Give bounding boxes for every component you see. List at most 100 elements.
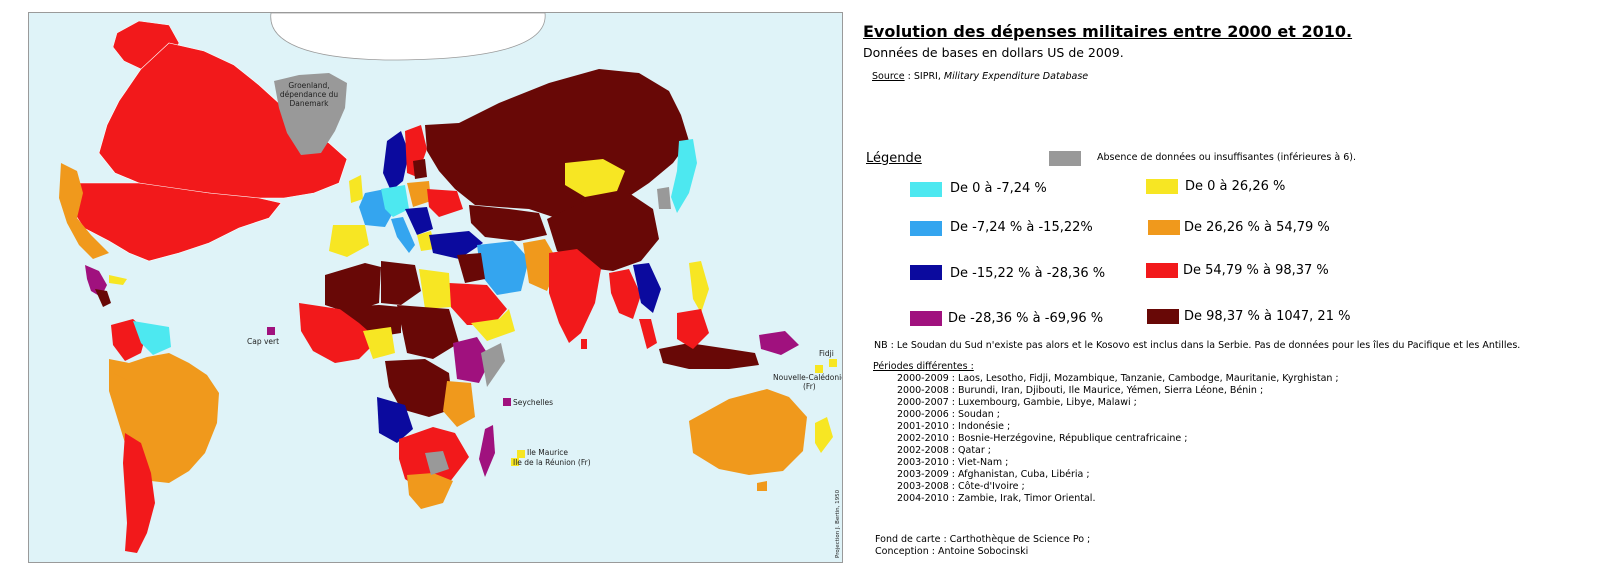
list-item: 2003-2010 : Viet-Nam ; (897, 457, 1009, 468)
country-germany (381, 185, 409, 217)
country-australia (689, 389, 807, 475)
source-separator: : SIPRI, (904, 71, 944, 82)
island-maurice (517, 450, 525, 458)
label-seychelles: Seychelles (513, 398, 553, 407)
legend-swatch-2 (910, 265, 942, 280)
country-india (549, 249, 601, 343)
legend-title: Légende (866, 151, 922, 166)
world-map: Groenland, dépendance du Danemark Cap ve… (28, 12, 843, 563)
country-peru (113, 373, 129, 413)
label-reunion: Ile de la Réunion (Fr) (513, 458, 591, 467)
country-egypt (419, 269, 451, 309)
legend-swatch-0 (910, 182, 942, 197)
credits-author: Conception : Antoine Sobocinski (875, 545, 1029, 557)
legend-label-2: De -15,22 % à -28,36 % (950, 266, 1106, 281)
label-nc-1: Nouvelle-Calédonie (773, 373, 843, 382)
country-baltics (413, 159, 427, 179)
caribbean (109, 275, 127, 285)
list-item: 2004-2010 : Zambie, Irak, Timor Oriental… (897, 493, 1096, 504)
central-america-2 (95, 289, 111, 307)
island-cap-vert (267, 327, 275, 335)
label-greenland-3: Danemark (289, 99, 329, 108)
page-title: Evolution des dépenses militaires entre … (863, 22, 1353, 41)
country-borneo (677, 309, 709, 349)
country-chad-sudan (397, 305, 459, 359)
list-item: 2000-2009 : Laos, Lesotho, Fidji, Mozamb… (897, 373, 1339, 384)
country-ukraine (427, 189, 463, 217)
label-nc-2: (Fr) (803, 382, 816, 391)
label-projection: Projection J. Bertin, 1950 (835, 489, 841, 558)
country-greenland (274, 73, 347, 155)
country-scandinavia (383, 131, 409, 191)
legend-swatch-5 (1148, 220, 1180, 235)
country-turkey (429, 231, 483, 259)
island-reunion (511, 458, 519, 466)
country-usa (68, 182, 282, 262)
legend-label-6: De 54,79 % à 98,37 % (1183, 263, 1329, 278)
country-mexico (59, 163, 109, 259)
legend-swatch-3 (910, 311, 942, 326)
source-label: Source (872, 71, 905, 82)
central-america (85, 265, 107, 297)
country-south-africa (407, 473, 453, 509)
country-central-africa (385, 359, 453, 417)
country-mongolia (565, 159, 625, 197)
country-png (759, 331, 799, 355)
legend-label-0: De 0 à -7,24 % (950, 181, 1047, 196)
label-greenland-2: dépendance du (280, 90, 338, 99)
country-tasmania (757, 481, 767, 491)
country-iraq-syria (457, 253, 485, 283)
country-korea (657, 187, 671, 209)
country-ethiopia (453, 337, 491, 383)
country-malaysia (639, 319, 657, 349)
polar-cutout (270, 13, 546, 61)
country-angola (377, 397, 413, 443)
country-botswana (425, 451, 449, 475)
legend-swatch-6 (1146, 263, 1178, 278)
legend-swatch-7 (1147, 309, 1179, 324)
legend-swatch-4 (1146, 179, 1178, 194)
country-guyanas (133, 321, 171, 355)
country-madagascar (479, 425, 495, 477)
country-kazakhstan (469, 205, 547, 241)
island-fidji (815, 365, 823, 373)
list-item: 2000-2006 : Soudan ; (897, 409, 1000, 420)
nb-note: NB : Le Soudan du Sud n'existe pas alors… (874, 340, 1521, 351)
legend-label-3: De -28,36 % à -69,96 % (948, 311, 1104, 326)
world-map-svg: Groenland, dépendance du Danemark Cap ve… (29, 13, 843, 562)
country-iran (477, 241, 529, 295)
country-philippines (689, 261, 709, 313)
island-nouvelle-caledonie (829, 359, 837, 367)
country-nigeria (363, 327, 395, 359)
country-somalia (481, 343, 505, 387)
page-subtitle: Données de bases en dollars US de 2009. (863, 45, 1124, 60)
label-maurice: Ile Maurice (527, 448, 568, 457)
legend-label-no-data: Absence de données ou insuffisantes (inf… (1097, 152, 1356, 163)
country-iberia (329, 225, 369, 257)
country-uk (349, 175, 363, 203)
periods-title: Périodes différentes : (873, 361, 974, 372)
country-italy (391, 217, 415, 253)
source-name: Military Expenditure Database (943, 71, 1089, 82)
periods-list: 2000-2009 : Laos, Lesotho, Fidji, Mozamb… (897, 373, 1339, 505)
country-russia (425, 69, 689, 227)
label-fidji: Fidji (819, 349, 834, 358)
legend-swatch-no-data (1049, 151, 1081, 166)
credits: Fond de carte : Carthothèque de Science … (875, 534, 1090, 557)
country-saudi-arabia (449, 283, 507, 325)
list-item: 2002-2008 : Qatar ; (897, 445, 991, 456)
legend-label-5: De 26,26 % à 54,79 % (1184, 220, 1330, 235)
list-item: 2002-2010 : Bosnie-Herzégovine, Républiq… (897, 433, 1188, 444)
country-libya (381, 261, 421, 305)
country-indochina (633, 263, 661, 313)
list-item: 2001-2010 : Indonésie ; (897, 421, 1011, 432)
credits-basemap: Fond de carte : Carthothèque de Science … (875, 534, 1091, 545)
country-poland (407, 181, 431, 207)
country-sri-lanka (581, 339, 587, 349)
legend-label-1: De -7,24 % à -15,22% (950, 220, 1093, 235)
list-item: 2003-2009 : Afghanistan, Cuba, Libéria ; (897, 469, 1090, 480)
list-item: 2003-2008 : Côte-d'Ivoire ; (897, 481, 1025, 492)
list-item: 2000-2008 : Burundi, Iran, Djibouti, Ile… (897, 385, 1264, 396)
country-east-africa (443, 381, 475, 427)
country-balkans (405, 207, 433, 235)
